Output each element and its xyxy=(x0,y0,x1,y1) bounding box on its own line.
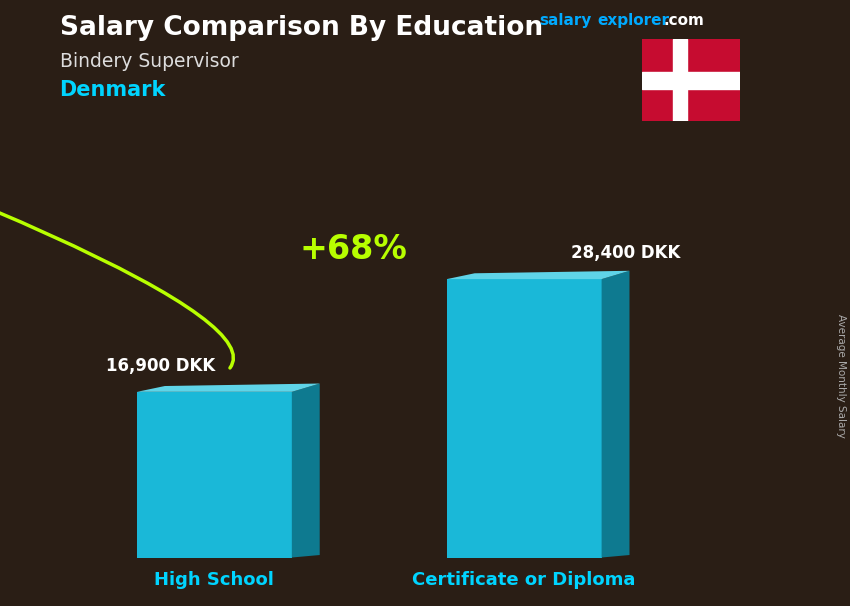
FancyBboxPatch shape xyxy=(137,392,292,558)
Text: explorer: explorer xyxy=(598,13,670,28)
Polygon shape xyxy=(137,384,320,392)
Bar xyxy=(673,39,687,121)
FancyBboxPatch shape xyxy=(447,279,602,558)
Text: Denmark: Denmark xyxy=(60,80,166,100)
Text: .com: .com xyxy=(664,13,705,28)
Polygon shape xyxy=(447,271,630,279)
Text: +68%: +68% xyxy=(300,233,408,265)
Text: salary: salary xyxy=(540,13,592,28)
Polygon shape xyxy=(292,384,320,558)
Text: Bindery Supervisor: Bindery Supervisor xyxy=(60,52,238,70)
Polygon shape xyxy=(602,271,630,558)
Text: 28,400 DKK: 28,400 DKK xyxy=(570,244,680,262)
Text: Average Monthly Salary: Average Monthly Salary xyxy=(836,314,846,438)
Text: Salary Comparison By Education: Salary Comparison By Education xyxy=(60,15,542,41)
Bar xyxy=(642,72,740,89)
Text: 16,900 DKK: 16,900 DKK xyxy=(105,357,215,375)
